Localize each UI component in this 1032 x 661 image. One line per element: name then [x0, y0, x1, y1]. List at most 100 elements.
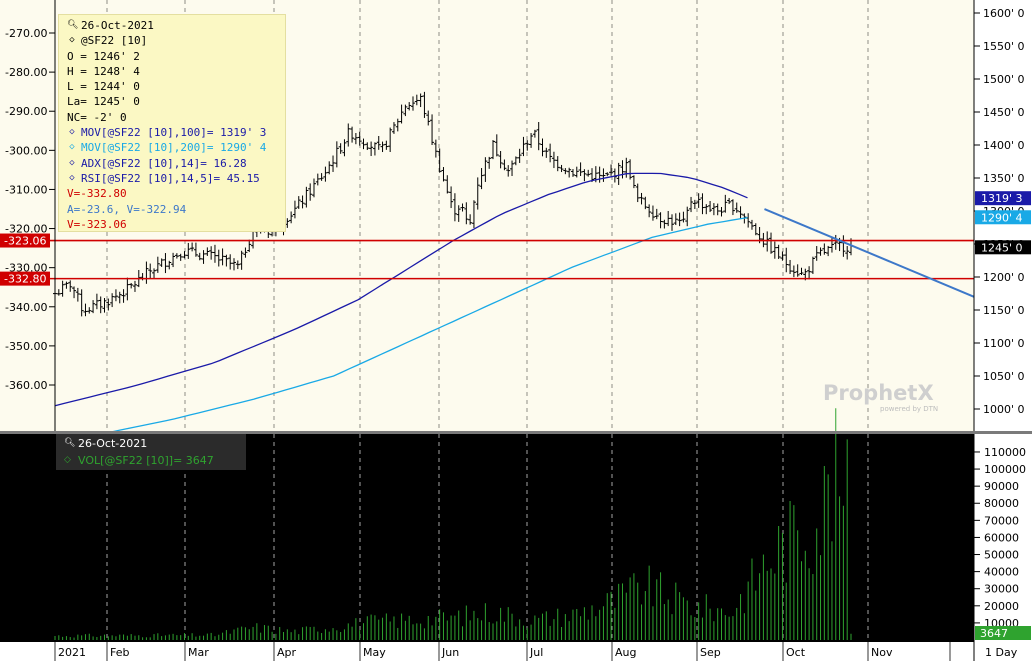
right-tick-label: 1450' 0 — [983, 106, 1025, 119]
time-axis-label: Nov — [871, 646, 893, 659]
ohlc-bar — [662, 219, 667, 229]
right-tick-label: 1600' 0 — [983, 7, 1025, 20]
ohlc-bar — [536, 122, 541, 151]
diamond-icon: ◇ — [69, 35, 75, 46]
ohlc-bar — [79, 289, 84, 317]
ohlc-bar — [681, 211, 686, 223]
ohlc-bar — [369, 141, 374, 157]
right-tick-label: 1050' 0 — [983, 370, 1025, 383]
ohlc-bar — [464, 202, 469, 225]
ohlc-bar — [56, 289, 61, 296]
legend-low: L = 1244' 0 — [67, 80, 140, 94]
ohlc-bar — [182, 251, 187, 259]
volume-tick-label: 90000 — [984, 480, 1019, 493]
ohlc-bar — [178, 253, 183, 261]
ohlc-bar — [94, 293, 99, 310]
volume-tick-label: 30000 — [984, 583, 1019, 596]
legend-symbol: @SF22 [10] — [81, 34, 148, 48]
time-axis-label: May — [363, 646, 386, 659]
ohlc-bar — [391, 122, 396, 134]
ohlc-bar — [490, 140, 495, 160]
ohlc-bar — [300, 195, 305, 209]
ohlc-bar — [331, 155, 336, 172]
ohlc-bar — [91, 300, 96, 314]
ohlc-bar — [689, 196, 694, 213]
price-tag-label: 1319' 3 — [981, 192, 1023, 205]
ohlc-bar — [155, 256, 160, 273]
moving-average-line — [54, 172, 748, 407]
volume-legend: 🔍︎ 26-Oct-2021 ◇ VOL[@SF22 [10]]= 3647 — [56, 434, 246, 470]
pane-separator — [0, 431, 1032, 434]
ohlc-bar — [628, 159, 633, 180]
right-tick-label: 1150' 0 — [983, 304, 1025, 317]
ohlc-bar — [209, 246, 214, 260]
diamond-icon: ◇ — [64, 455, 71, 465]
ohlc-bar — [822, 243, 827, 255]
volume-tick-label: 100000 — [984, 463, 1026, 476]
volume-tick-label: 60000 — [984, 531, 1019, 544]
ohlc-bar — [506, 165, 511, 177]
ohlc-bar — [563, 168, 568, 175]
ohlc-bar — [186, 242, 191, 259]
level-tag-bg — [0, 271, 50, 286]
ohlc-bar — [814, 246, 819, 261]
legend-adx: ADX[@SF22 [10],14]= 16.28 — [81, 156, 247, 170]
level-tag-label: -332.80 — [4, 273, 46, 286]
volume-tick-label: 40000 — [984, 566, 1019, 579]
volume-tick-label: 110000 — [984, 446, 1026, 459]
watermark-sub: powered by DTN — [880, 405, 938, 413]
watermark-brand: ProphetX — [823, 381, 934, 405]
left-axis-bg — [0, 0, 55, 431]
diamond-icon: ◇ — [69, 127, 75, 138]
legend-last: La= 1245' 0 — [67, 95, 140, 109]
right-axis-ticks: 1600' 0 1550' 0 1500' 0 1450' 0 1400' 0 1350'… — [974, 7, 1025, 416]
time-axis-label: Mar — [188, 646, 209, 659]
ohlc-bar — [197, 252, 202, 261]
moving-average-lines — [54, 172, 748, 433]
ohlc-bar — [289, 211, 294, 224]
ohlc-bar — [228, 254, 233, 270]
ohlc-bar — [685, 206, 690, 227]
ohlc-bar — [468, 214, 473, 225]
ohlc-bar — [125, 277, 130, 301]
ohlc-bar — [357, 131, 362, 146]
ohlc-bar — [460, 203, 465, 212]
ohlc-bar — [220, 248, 225, 266]
ohlc-bar — [532, 129, 537, 138]
ohlc-bar — [342, 139, 347, 157]
volume-tag-bg — [975, 626, 1031, 640]
ohlc-bar — [407, 102, 412, 111]
time-axis-label: Apr — [277, 646, 297, 659]
time-axis-bg — [0, 642, 974, 661]
legend-v1: V=-332.80 — [67, 187, 127, 201]
ohlc-bar — [582, 169, 587, 182]
ohlc-bar — [471, 200, 476, 228]
volume-tick-label: 80000 — [984, 497, 1019, 510]
ohlc-bar — [620, 160, 625, 179]
diamond-icon: ◇ — [69, 172, 75, 183]
ohlc-bar — [243, 247, 248, 258]
ohlc-bar — [376, 135, 381, 150]
level-tag-bg — [0, 233, 50, 248]
price-legend: 🔍︎ 26-Oct-2021 ◇ @SF22 [10] O = 1246' 2 H … — [58, 14, 286, 232]
ohlc-bar — [578, 162, 583, 176]
ohlc-bar — [502, 159, 507, 171]
ohlc-bar — [426, 110, 431, 126]
ohlc-bar — [635, 183, 640, 203]
ohlc-bar — [616, 162, 621, 185]
ohlc-bar — [75, 287, 80, 302]
ohlc-bar — [597, 166, 602, 183]
legend-high: H = 1248' 4 — [67, 64, 140, 78]
time-axis-labels: 2021 Feb Mar Apr May Jun Jul Aug Sep Oct Nov 1 Day — [54, 642, 1018, 661]
ohlc-bar — [609, 164, 614, 176]
volume-tick-label: 50000 — [984, 549, 1019, 562]
ohlc-bar — [540, 138, 545, 157]
price-tag-bg — [975, 210, 1031, 225]
ohlc-bar — [129, 282, 134, 289]
ohlc-bar — [334, 141, 339, 168]
ohlc-bar — [72, 286, 77, 299]
ohlc-bar — [152, 268, 157, 279]
ohlc-bar — [132, 280, 137, 292]
legend-open: O = 1246' 2 — [67, 49, 140, 63]
